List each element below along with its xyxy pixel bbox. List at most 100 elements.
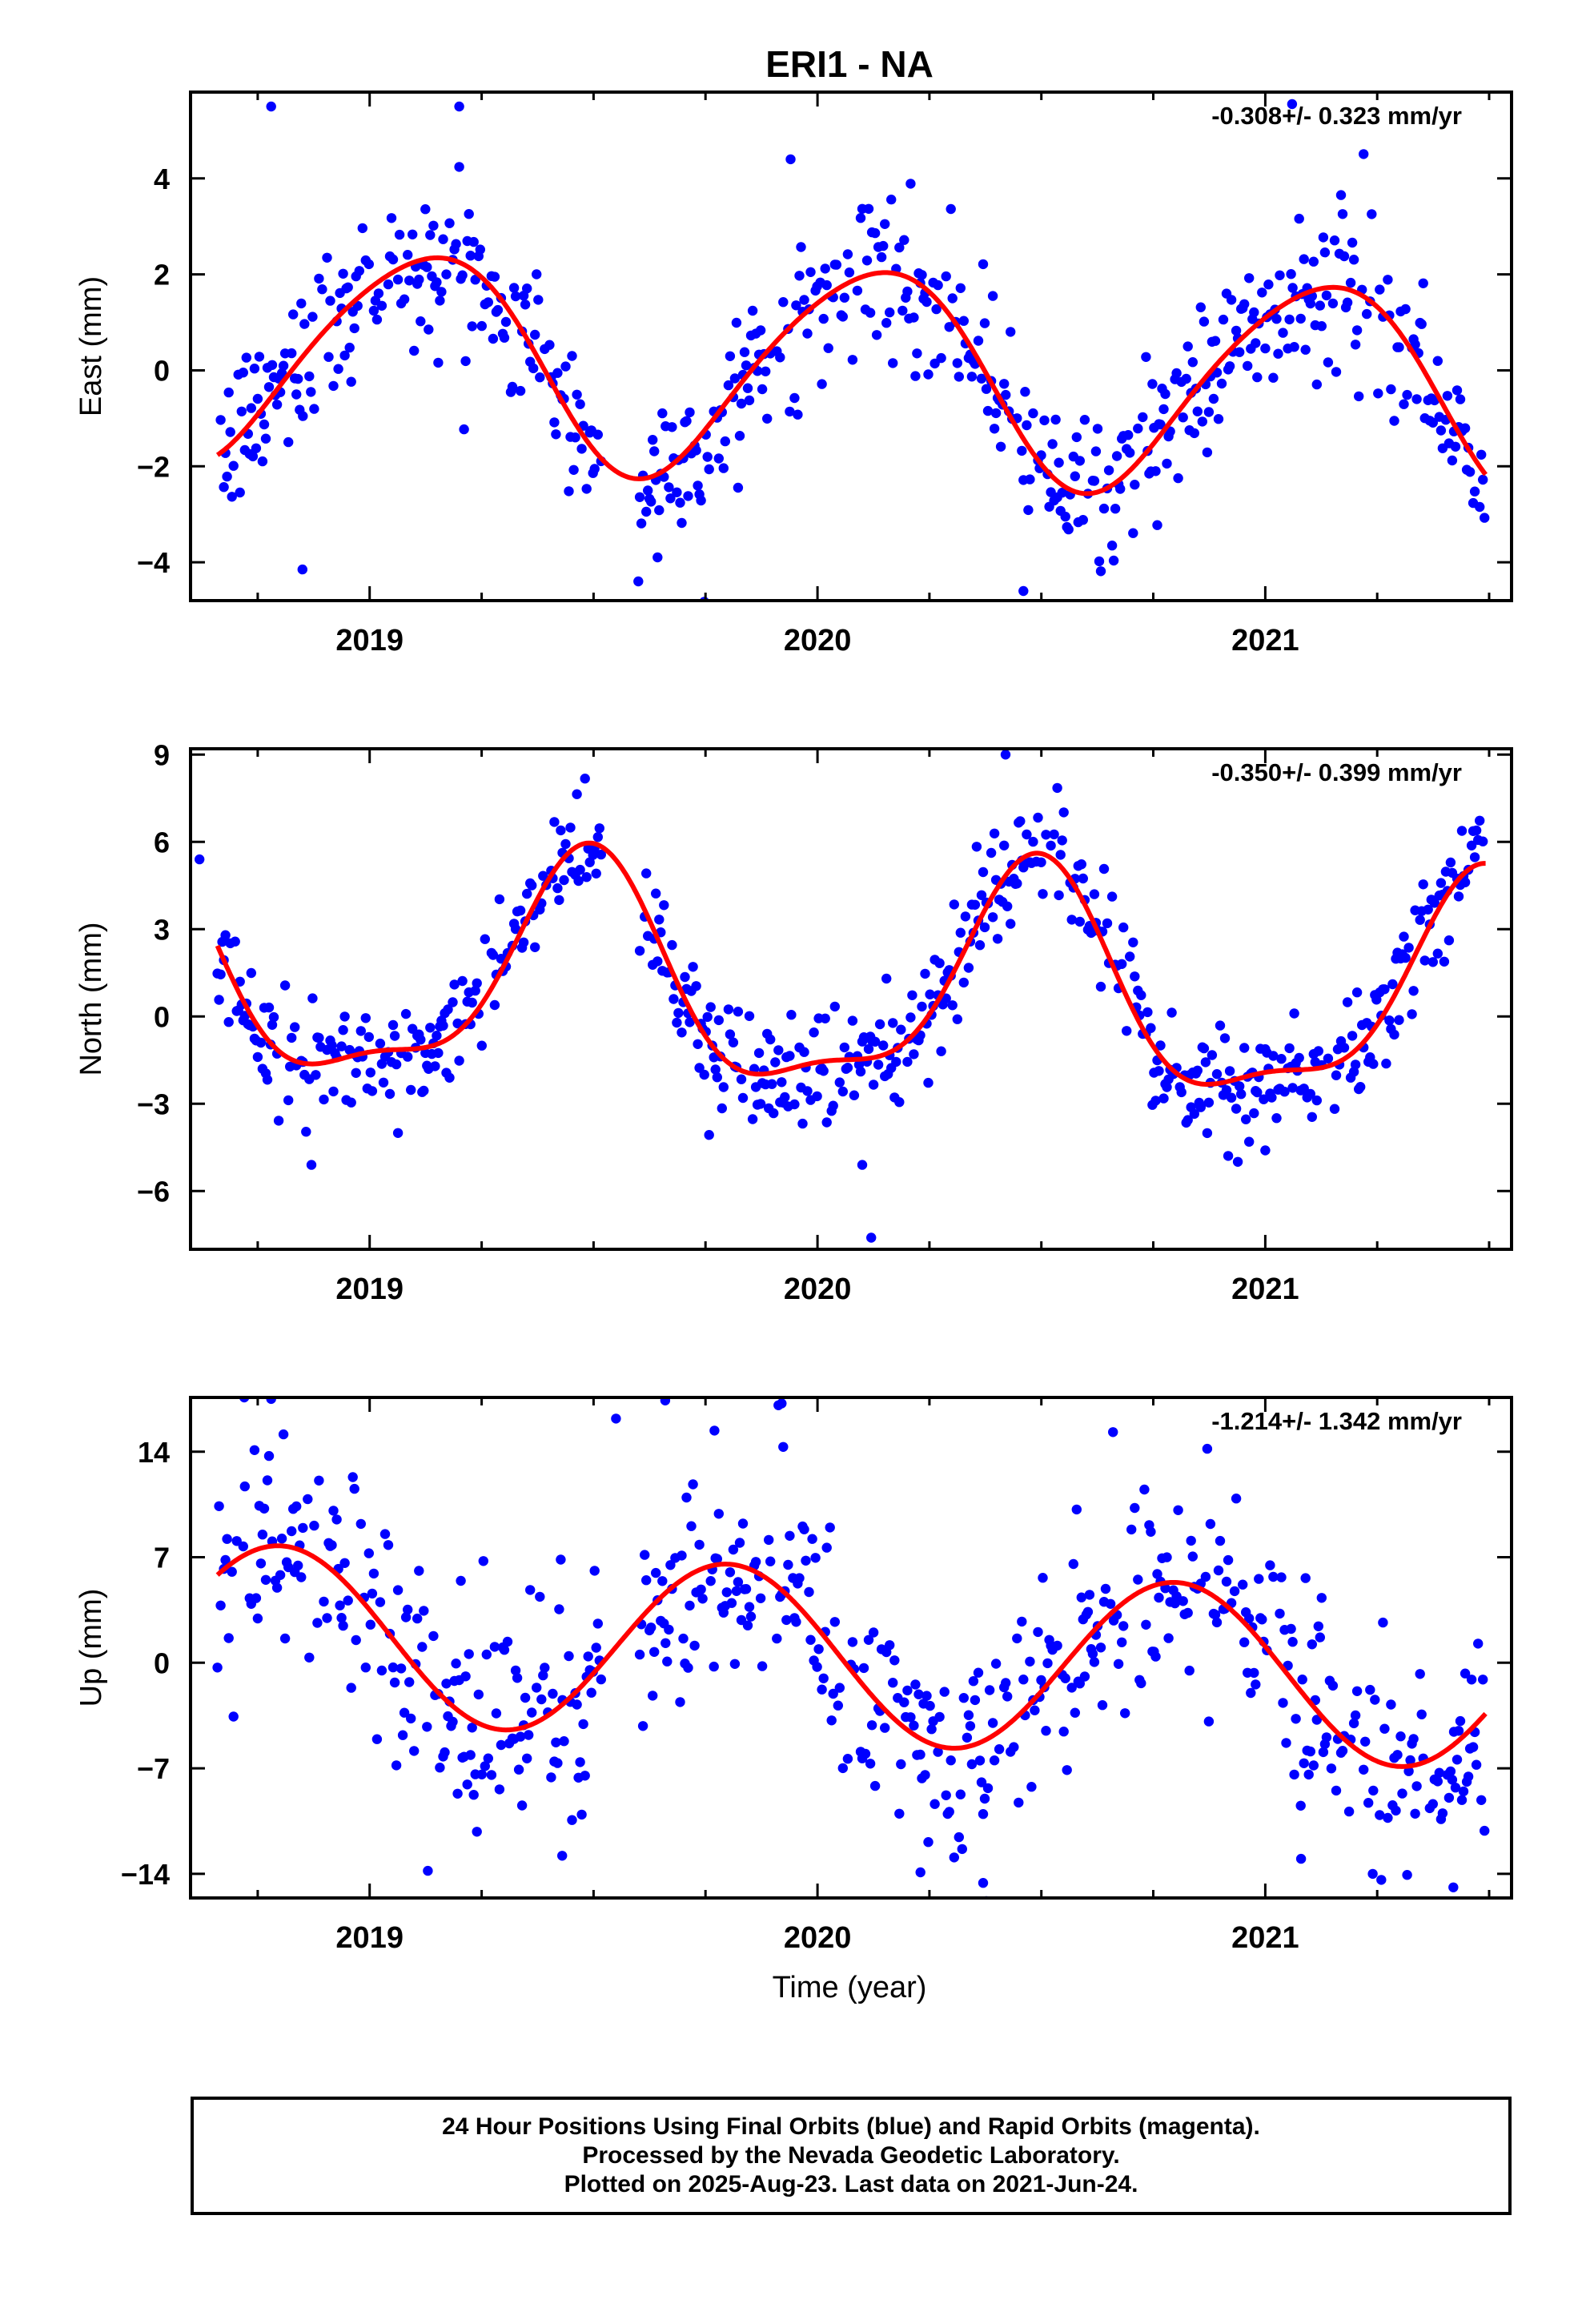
data-point — [805, 1634, 816, 1645]
data-point — [987, 291, 998, 301]
data-point — [781, 1614, 792, 1626]
data-point — [837, 1763, 849, 1774]
data-point — [941, 993, 951, 1003]
data-point — [338, 1620, 348, 1631]
data-point — [1387, 979, 1398, 990]
data-point — [222, 1534, 232, 1544]
data-point — [1478, 474, 1488, 485]
data-point — [1087, 1648, 1098, 1659]
data-point — [868, 1627, 879, 1638]
data-point — [1173, 472, 1183, 484]
data-point — [343, 282, 353, 292]
data-point — [319, 1094, 329, 1105]
data-point — [842, 249, 853, 259]
data-point — [705, 1002, 716, 1012]
data-point — [1057, 488, 1067, 498]
data-point — [1456, 826, 1468, 836]
data-point — [572, 389, 582, 400]
x-tick-label: 2019 — [335, 1273, 404, 1306]
data-point — [971, 842, 982, 852]
data-point — [1155, 1040, 1166, 1051]
data-point — [755, 1593, 766, 1604]
data-point — [857, 1160, 868, 1170]
data-point — [946, 203, 956, 215]
data-point — [689, 1640, 700, 1651]
data-point — [225, 427, 235, 437]
data-point — [1244, 1136, 1255, 1147]
data-point — [1118, 922, 1129, 933]
data-point — [1047, 439, 1058, 449]
data-point — [873, 1059, 884, 1070]
data-point — [489, 271, 500, 282]
data-point — [1384, 1015, 1395, 1026]
data-point — [468, 236, 479, 247]
data-point — [871, 330, 882, 340]
data-point — [278, 360, 289, 371]
data-point — [1130, 971, 1140, 982]
data-point — [1103, 465, 1114, 476]
footer-line-2: Processed by the Nevada Geodetic Laborat… — [582, 2142, 1120, 2169]
data-point — [1265, 1560, 1275, 1570]
data-point — [675, 497, 685, 508]
gps-timeseries-figure: ERI1 - NA Time (year) 2019 2020 2021−4−202… — [74, 43, 1513, 2004]
data-point — [296, 1572, 307, 1582]
data-point — [912, 348, 922, 359]
data-point — [470, 275, 480, 285]
data-point — [1452, 1755, 1463, 1765]
data-point — [347, 1472, 358, 1482]
data-point — [1460, 423, 1471, 433]
data-point — [1211, 1617, 1223, 1628]
data-point — [1023, 505, 1034, 516]
data-point — [1308, 1760, 1319, 1771]
data-point — [1197, 416, 1208, 427]
data-point — [1141, 352, 1151, 362]
data-point — [829, 1001, 841, 1012]
y-tick-label: 7 — [154, 1542, 170, 1574]
data-point — [1313, 1046, 1324, 1056]
data-point — [478, 1556, 488, 1566]
data-point — [1092, 424, 1103, 434]
y-tick-label: 6 — [154, 826, 170, 858]
data-point — [1150, 1096, 1161, 1106]
data-point — [737, 1092, 749, 1104]
data-point — [515, 905, 526, 916]
data-point — [1383, 275, 1393, 285]
data-point — [263, 1450, 275, 1462]
data-point — [400, 1008, 412, 1019]
data-point — [1095, 566, 1106, 577]
data-point — [704, 464, 714, 475]
data-point — [339, 1011, 350, 1022]
data-point — [227, 1566, 237, 1577]
data-point — [492, 304, 504, 316]
data-point — [1408, 1734, 1419, 1744]
data-point — [709, 1661, 719, 1672]
data-point — [473, 1689, 484, 1700]
data-point — [552, 883, 563, 894]
data-point — [1427, 417, 1439, 428]
data-point — [739, 347, 750, 357]
data-point — [1392, 1750, 1403, 1760]
data-point — [438, 1020, 448, 1031]
data-point — [931, 304, 942, 315]
data-point — [510, 291, 521, 302]
data-point — [1082, 1606, 1094, 1618]
data-point — [1460, 1668, 1471, 1679]
data-point — [516, 1800, 528, 1811]
data-point — [1199, 1043, 1210, 1054]
data-point — [409, 1746, 420, 1756]
data-point — [223, 387, 234, 398]
data-point — [1176, 1087, 1186, 1098]
data-point — [1368, 1785, 1379, 1796]
data-point — [1453, 1726, 1464, 1736]
data-point — [472, 1827, 482, 1837]
data-point — [1123, 430, 1134, 440]
data-point — [999, 379, 1010, 389]
data-point — [794, 1573, 805, 1583]
data-point — [737, 1518, 749, 1529]
data-point — [1205, 1518, 1216, 1530]
data-point — [291, 1501, 302, 1512]
data-point — [1130, 480, 1140, 490]
data-point — [672, 487, 682, 497]
data-point — [866, 1232, 877, 1243]
data-point — [665, 493, 676, 504]
